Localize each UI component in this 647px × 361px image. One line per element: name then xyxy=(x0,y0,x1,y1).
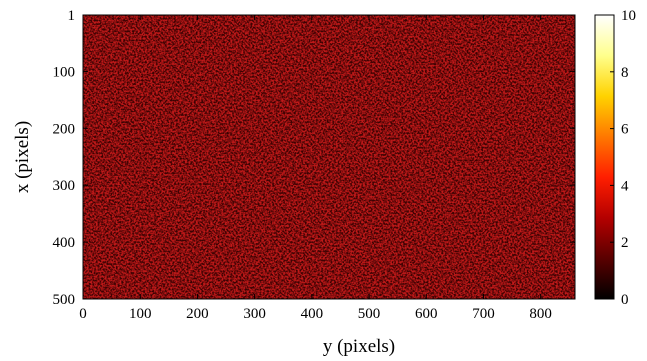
y-tick-label: 300 xyxy=(53,178,76,194)
x-tick-label: 600 xyxy=(415,306,438,322)
y-tick-label: 400 xyxy=(53,235,76,251)
colorbar-tick-label: 0 xyxy=(621,292,629,308)
heatmap-plot-area xyxy=(82,14,576,300)
x-tick-label: 400 xyxy=(301,306,324,322)
y-axis-ticks: 1 100 200 300 400 500 xyxy=(53,8,575,308)
x-tick-label: 0 xyxy=(79,306,87,322)
x-axis-ticks: 0 100 200 300 400 500 600 700 800 xyxy=(79,15,552,322)
x-tick-label: 200 xyxy=(186,306,209,322)
y-tick-label: 100 xyxy=(53,64,76,80)
colorbar-ticks: 0 2 4 6 8 10 xyxy=(610,8,636,308)
heatmap-texture xyxy=(83,15,575,299)
x-tick-label: 800 xyxy=(529,306,552,322)
colorbar-gradient xyxy=(595,15,614,299)
y-axis-label: x (pixels) xyxy=(12,121,33,193)
x-tick-label: 500 xyxy=(358,306,381,322)
colorbar-tick-label: 6 xyxy=(621,122,629,138)
colorbar-tick-label: 2 xyxy=(621,235,629,251)
x-tick-label: 300 xyxy=(243,306,266,322)
x-axis-label: y (pixels) xyxy=(323,336,395,357)
x-tick-label: 700 xyxy=(472,306,495,322)
y-tick-label: 1 xyxy=(68,8,76,24)
colorbar-tick-label: 10 xyxy=(621,8,636,24)
colorbar-frame xyxy=(594,14,615,300)
colorbar-tick-label: 8 xyxy=(621,65,629,81)
y-tick-label: 500 xyxy=(53,292,76,308)
x-tick-label: 100 xyxy=(129,306,152,322)
y-tick-label: 200 xyxy=(53,121,76,137)
colorbar: 0 2 4 6 8 10 xyxy=(594,8,636,308)
plot-frame xyxy=(82,14,576,300)
colorbar-tick-label: 4 xyxy=(621,178,629,194)
